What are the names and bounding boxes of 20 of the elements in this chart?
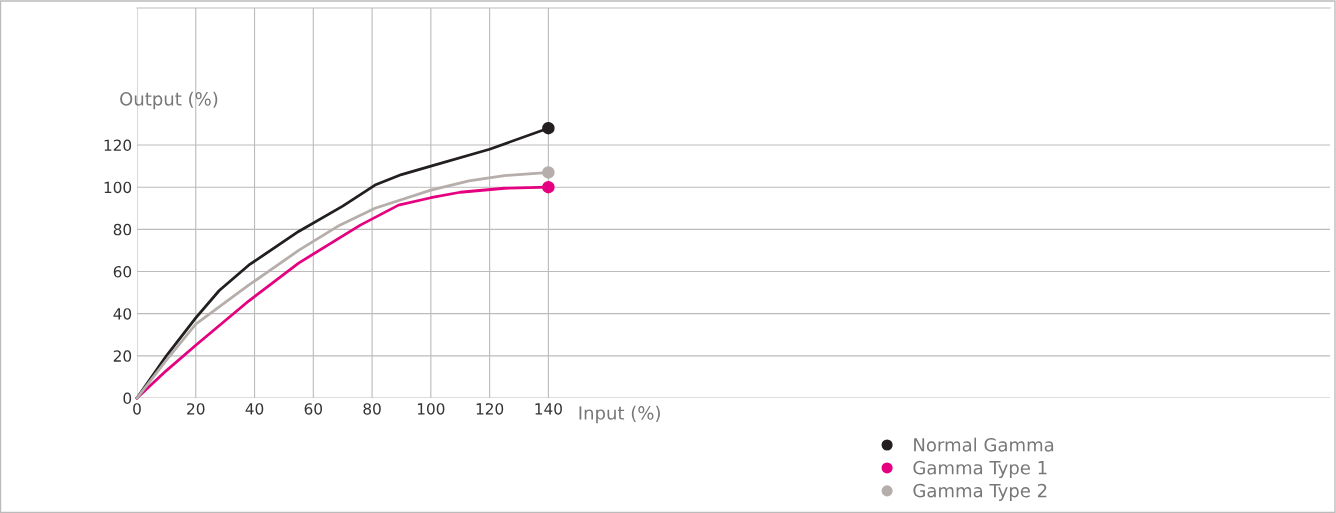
x-tick-label: 140 xyxy=(535,403,562,415)
x-axis-title: Input (%) xyxy=(579,405,660,424)
x-tick-label: 20 xyxy=(187,403,205,415)
x-tick-label: 0 xyxy=(133,403,141,415)
y-tick-label: 80 xyxy=(113,223,132,236)
y-tick-label: 40 xyxy=(113,308,132,320)
y-axis-title: Output (%) xyxy=(120,91,218,110)
legend-label: Gamma Type 1 xyxy=(913,460,1047,479)
x-tick-label: 100 xyxy=(417,403,445,415)
x-tick-label: 120 xyxy=(476,403,504,415)
y-tick-label: 100 xyxy=(104,181,132,194)
y-tick-label: 0 xyxy=(123,392,132,405)
legend-label: Gamma Type 2 xyxy=(913,483,1047,501)
x-tick-label: 60 xyxy=(304,403,323,415)
y-tick-label: 20 xyxy=(113,350,132,362)
y-tick-label: 120 xyxy=(104,139,132,152)
legend-label: Normal Gamma xyxy=(914,437,1054,452)
y-tick-label: 60 xyxy=(113,265,132,278)
x-tick-label: 40 xyxy=(245,403,264,415)
x-tick-label: 80 xyxy=(363,403,381,415)
